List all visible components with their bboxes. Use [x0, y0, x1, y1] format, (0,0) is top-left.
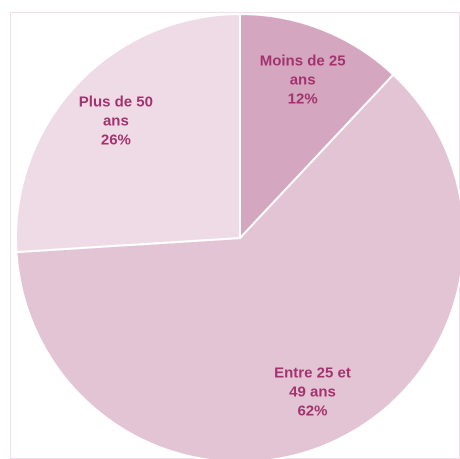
pie-slice	[15, 12, 241, 254]
pie-slice	[15, 73, 460, 459]
slice-label: Moins de 25 ans 12%	[243, 51, 363, 108]
slice-value: 26%	[100, 131, 131, 149]
slice-value: 62%	[297, 402, 328, 420]
slice-value: 12%	[287, 90, 318, 108]
slice-name: Moins de 25 ans	[259, 52, 346, 89]
slice-label: Entre 25 et 49 ans 62%	[252, 364, 372, 421]
pie-slice	[239, 12, 395, 241]
slice-name: Entre 25 et 49 ans	[274, 364, 351, 401]
slice-label: Plus de 50 ans 26%	[56, 93, 176, 150]
slice-name: Plus de 50 ans	[78, 93, 153, 130]
